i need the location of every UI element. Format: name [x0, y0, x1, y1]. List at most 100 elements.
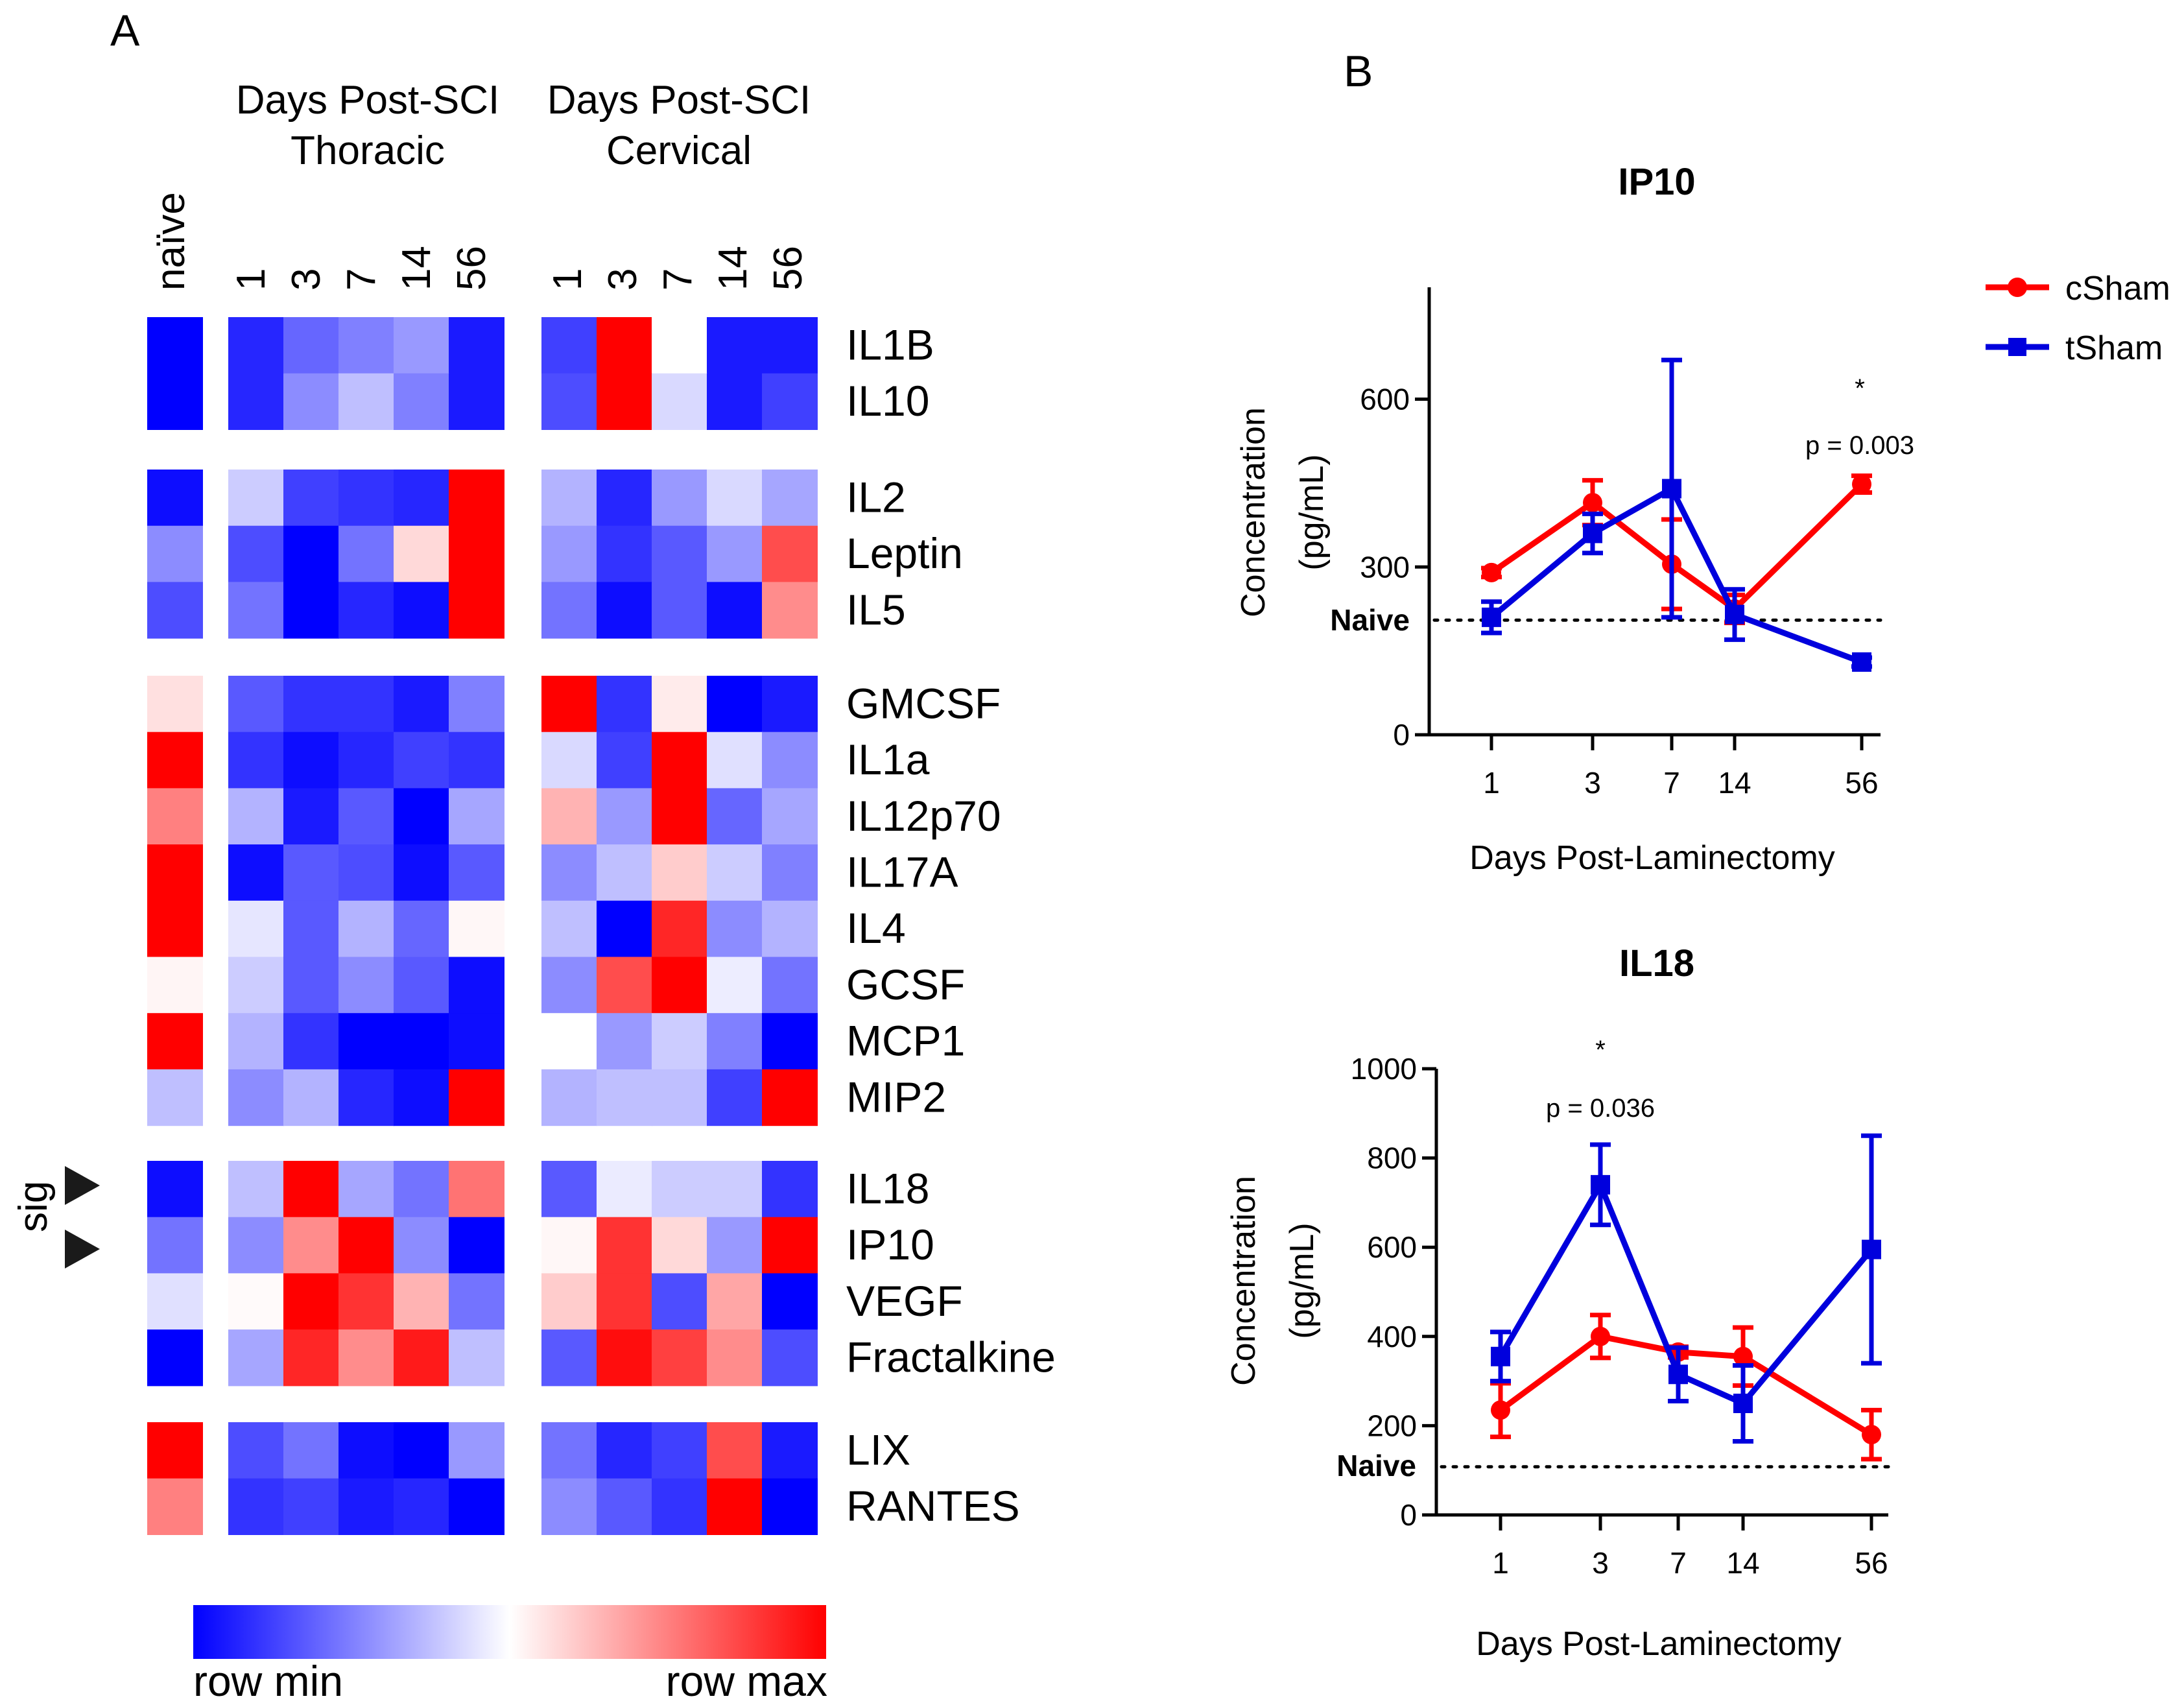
heatmap-cell	[597, 1161, 652, 1218]
heatmap-row-label: MCP1	[846, 1017, 965, 1065]
heatmap-cell	[394, 676, 449, 733]
heatmap-row-label: IL12p70	[846, 792, 1001, 840]
il18-xlabel: Days Post-Laminectomy	[1476, 1625, 1842, 1663]
data-point	[1482, 607, 1501, 627]
heatmap-cell	[338, 676, 394, 733]
sig-arrow-il18-icon	[65, 1166, 100, 1205]
y-tick-label: 600	[1360, 383, 1410, 416]
heatmap-cell	[762, 1161, 818, 1218]
heatmap-cell	[394, 957, 449, 1014]
heatmap-cell	[449, 732, 504, 789]
data-point	[1491, 1346, 1510, 1366]
heatmap-cell	[283, 1069, 339, 1126]
heatmap-cell	[707, 1217, 763, 1274]
heatmap-cells	[147, 317, 818, 1535]
x-tick-label: 1	[1483, 766, 1500, 800]
heatmap-cell	[541, 470, 597, 527]
heatmap-cell	[762, 788, 818, 845]
heatmap-cell	[228, 1013, 284, 1070]
thoracic-day-tick: 56	[449, 246, 494, 291]
sig-arrow-ip10-icon	[65, 1230, 100, 1268]
heatmap-cell	[283, 470, 339, 527]
heatmap-cell	[338, 582, 394, 639]
heatmap-cell	[652, 1069, 707, 1126]
heatmap-cell	[541, 1069, 597, 1126]
heatmap-cell	[707, 373, 763, 430]
heatmap-cell	[338, 1161, 394, 1218]
heatmap-cell	[449, 525, 504, 582]
ip10-p-value: p = 0.003	[1805, 431, 1914, 460]
cervical-day-tick: 14	[711, 246, 755, 291]
y-tick-label: 1000	[1351, 1052, 1417, 1086]
heatmap-cell	[147, 732, 203, 789]
heatmap-cell	[652, 900, 707, 958]
heatmap-cell	[449, 1478, 504, 1535]
cervical-day-tick: 56	[766, 246, 811, 291]
heatmap-cell	[283, 900, 339, 958]
heatmap-cell	[541, 844, 597, 901]
heatmap-cell	[228, 1478, 284, 1535]
cervical-header-line1: Days Post-SCI	[547, 78, 811, 123]
heatmap-cell	[228, 525, 284, 582]
heatmap-cell	[597, 582, 652, 639]
heatmap-cell	[147, 1069, 203, 1126]
y-tick-label: 800	[1367, 1141, 1417, 1175]
heatmap-cell	[707, 1329, 763, 1387]
heatmap-cell	[147, 1329, 203, 1387]
heatmap-cell	[283, 1161, 339, 1218]
data-point	[1862, 1425, 1881, 1445]
heatmap-row-label: Fractalkine	[846, 1333, 1056, 1381]
heatmap-cell	[449, 844, 504, 901]
heatmap-cell	[707, 317, 763, 374]
heatmap-cell	[228, 1161, 284, 1218]
heatmap-cell	[338, 373, 394, 430]
heatmap-cell	[228, 1273, 284, 1330]
data-point	[1482, 562, 1501, 582]
heatmap-row-label: GMCSF	[846, 679, 1001, 727]
heatmap-cell	[707, 470, 763, 527]
legend-label-tsham: tSham	[2065, 329, 2163, 367]
y-tick-label: 0	[1400, 1498, 1417, 1532]
thoracic-day-tick: 3	[284, 268, 329, 291]
heatmap-cell	[762, 1478, 818, 1535]
heatmap-cell	[228, 1069, 284, 1126]
heatmap-cell	[652, 1329, 707, 1387]
naive-column-label: naïve	[148, 192, 193, 291]
heatmap-cell	[228, 844, 284, 901]
ip10-ylabel-line1: Concentration	[1235, 407, 1272, 617]
thoracic-header-line2: Thoracic	[291, 128, 445, 173]
legend-label-csham: cSham	[2065, 270, 2170, 307]
heatmap-cell	[652, 470, 707, 527]
heatmap-cell	[283, 1329, 339, 1387]
data-point	[1662, 479, 1681, 499]
heatmap-cell	[338, 525, 394, 582]
heatmap-cell	[147, 373, 203, 430]
heatmap-cell	[338, 470, 394, 527]
series-line-tsham	[1490, 486, 1863, 665]
heatmap-cell	[394, 900, 449, 958]
data-point	[1583, 493, 1602, 513]
heatmap-cell	[228, 957, 284, 1014]
x-tick-label: 3	[1592, 1546, 1609, 1580]
heatmap-row-label: MIP2	[846, 1073, 946, 1121]
legend-marker-tsham	[2008, 338, 2026, 356]
data-point	[1852, 652, 1871, 672]
heatmap-cell	[394, 373, 449, 430]
heatmap-cell	[394, 1161, 449, 1218]
heatmap-cell	[338, 1069, 394, 1126]
heatmap-row-label: IL4	[846, 904, 906, 952]
heatmap-cell	[597, 525, 652, 582]
ip10-plot-area: 0 300 600 1 3 7 14 56	[1360, 287, 1882, 800]
heatmap-cell	[541, 1422, 597, 1479]
cervical-header-line2: Cervical	[606, 128, 752, 173]
thoracic-day-tick: 14	[394, 246, 439, 291]
heatmap-cell	[597, 732, 652, 789]
heatmap-cell	[394, 732, 449, 789]
heatmap-cell	[394, 582, 449, 639]
y-tick-label: 300	[1360, 550, 1410, 584]
heatmap-cell	[283, 1422, 339, 1479]
heatmap-cell	[597, 1478, 652, 1535]
heatmap-cell	[228, 1422, 284, 1479]
cervical-day-tick: 7	[656, 268, 700, 291]
